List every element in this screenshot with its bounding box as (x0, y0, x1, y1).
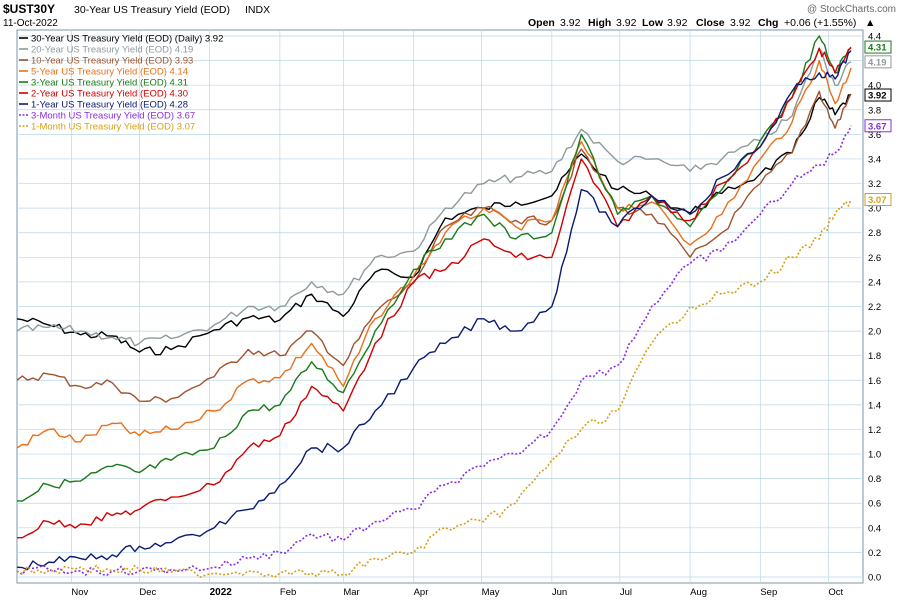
exchange-label: INDX (245, 4, 270, 16)
value-tag-label: 3.92 (868, 91, 887, 102)
value-tag-label: 3.07 (868, 195, 887, 206)
y-tick-label: 4.0 (868, 81, 881, 92)
close-value: 3.92 (730, 17, 751, 29)
value-tags: 3.92 4.19 4.31 3.67 3.07 (864, 40, 892, 207)
y-tick-label: 3.8 (868, 105, 881, 116)
value-tag-box (864, 88, 892, 102)
legend-entry: 1-Year US Treasury Yield (EOD) 4.28 (31, 100, 188, 111)
y-tick-label: 1.4 (868, 400, 881, 411)
y-tick-label: 3.4 (868, 154, 881, 165)
open-value: 3.92 (560, 17, 581, 29)
y-axis-ticks: 0.0 0.2 0.4 0.6 0.8 1.0 1.2 1.4 1.6 1.8 2.0 2.2 2.4 2… (868, 32, 881, 584)
y-tick-label: 2.6 (868, 253, 881, 264)
open-label: Open (528, 17, 555, 29)
ohlc-readout: Open 3.92 High 3.92 Low 3.92 Close 3.92 … (528, 17, 875, 29)
y-tick-label: 2.2 (868, 302, 881, 313)
value-tag-label: 4.19 (868, 57, 887, 68)
y-tick-label: 0.4 (868, 523, 881, 534)
x-tick-label: Oct (828, 587, 843, 598)
y-tick-label: 0.8 (868, 474, 881, 485)
chart-date: 11-Oct-2022 (3, 18, 58, 29)
x-tick-label: Nov (71, 587, 88, 598)
chg-label: Chg (758, 17, 778, 29)
x-tick-label: 2022 (210, 587, 233, 598)
chart-name: 30-Year US Treasury Yield (EOD) (74, 4, 230, 16)
legend-entry: 3-Year US Treasury Yield (EOD) 4.31 (31, 78, 188, 89)
y-tick-label: 0.0 (868, 573, 881, 584)
y-tick-label: 1.8 (868, 351, 881, 362)
y-tick-label: 0.6 (868, 499, 881, 510)
ticker-symbol: $UST30Y (3, 2, 55, 16)
series-line (16, 50, 852, 571)
y-tick-label: 3.6 (868, 130, 881, 141)
value-tag-box (864, 119, 892, 133)
series-line (16, 125, 852, 576)
value-tag-box (864, 40, 892, 54)
y-tick-label: 2.0 (868, 327, 881, 338)
up-arrow-icon: ▲ (865, 17, 875, 29)
y-tick-label: 1.0 (868, 450, 881, 461)
legend-entry: 3-Month US Treasury Yield (EOD) 3.67 (31, 111, 195, 122)
stockcharts-watermark: @ StockCharts.com (807, 4, 896, 15)
y-tick-label: 0.2 (868, 548, 881, 559)
series-line (16, 59, 852, 449)
gridlines (17, 30, 863, 583)
x-tick-label: Apr (414, 587, 429, 598)
y-tick-label: 3.2 (868, 179, 881, 190)
x-tick-label: Aug (690, 587, 707, 598)
series-line (16, 47, 852, 347)
x-tick-label: Sep (760, 587, 777, 598)
series-line (16, 90, 852, 403)
series-line (16, 199, 852, 579)
x-tick-label: Dec (139, 587, 156, 598)
high-label: High (588, 17, 611, 29)
close-label: Close (696, 17, 725, 29)
y-tick-label: 1.6 (868, 376, 881, 387)
chg-value: +0.06 (+1.55%) (784, 17, 856, 29)
series-lines (16, 35, 852, 579)
value-tag-box (864, 55, 892, 69)
y-tick-label: 1.2 (868, 425, 881, 436)
x-tick-label: Mar (343, 587, 359, 598)
legend-entry: 30-Year US Treasury Yield (EOD) (Daily) … (31, 34, 223, 45)
legend: 30-Year US Treasury Yield (EOD) (Daily) … (19, 34, 223, 133)
legend-entry: 5-Year US Treasury Yield (EOD) 4.14 (31, 67, 188, 78)
legend-entry: 10-Year US Treasury Yield (EOD) 3.93 (31, 56, 193, 67)
high-value: 3.92 (616, 17, 637, 29)
series-line (17, 47, 852, 539)
series-line (16, 94, 851, 356)
y-tick-label: 4.4 (868, 32, 881, 43)
value-tag-box (864, 193, 892, 207)
legend-entry: 2-Year US Treasury Yield (EOD) 4.30 (31, 89, 188, 100)
y-tick-label: 2.8 (868, 228, 881, 239)
value-tag-label: 3.67 (868, 121, 887, 132)
legend-entry: 20-Year US Treasury Yield (EOD) 4.19 (31, 45, 193, 56)
x-tick-label: May (482, 587, 500, 598)
value-tag-label: 4.31 (868, 43, 887, 54)
legend-entry: 1-Month US Treasury Yield (EOD) 3.07 (31, 122, 195, 133)
x-tick-label: Jul (620, 587, 632, 598)
x-tick-label: Feb (280, 587, 296, 598)
y-tick-label: 2.4 (868, 277, 881, 288)
y-tick-label: 3.0 (868, 204, 881, 215)
x-axis-ticks: Nov Dec 2022 Feb Mar Apr May Jun Jul Aug Sep Oct (71, 587, 843, 598)
x-tick-label: Jun (552, 587, 567, 598)
low-label: Low (642, 17, 664, 29)
low-value: 3.92 (667, 17, 688, 29)
